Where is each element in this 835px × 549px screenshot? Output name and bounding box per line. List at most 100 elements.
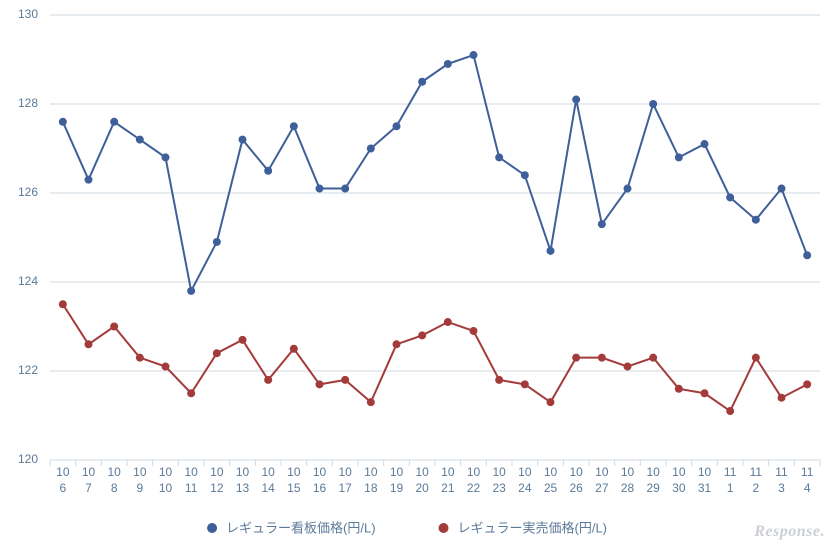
series-marker-0 (162, 153, 170, 161)
x-tick-label-top: 10 (236, 465, 250, 479)
series-marker-1 (598, 354, 606, 362)
x-tick-label-bottom: 3 (778, 481, 785, 495)
series-marker-0 (367, 145, 375, 153)
x-tick-label-bottom: 23 (492, 481, 506, 495)
series-marker-1 (316, 380, 324, 388)
x-tick-label-top: 10 (492, 465, 506, 479)
series-marker-1 (726, 407, 734, 415)
series-marker-1 (418, 331, 426, 339)
x-tick-label-bottom: 1 (727, 481, 734, 495)
x-tick-label-bottom: 20 (415, 481, 429, 495)
x-tick-label-top: 11 (724, 465, 737, 479)
x-tick-label-top: 11 (775, 465, 788, 479)
series-marker-0 (726, 193, 734, 201)
series-marker-1 (367, 398, 375, 406)
legend-marker (207, 523, 217, 533)
legend-marker (439, 523, 449, 533)
series-marker-0 (110, 118, 118, 126)
x-tick-label-bottom: 27 (595, 481, 609, 495)
x-tick-label-bottom: 6 (59, 481, 66, 495)
series-marker-1 (393, 340, 401, 348)
x-tick-label-bottom: 19 (390, 481, 404, 495)
series-marker-1 (572, 354, 580, 362)
x-tick-label-top: 10 (672, 465, 686, 479)
series-marker-0 (444, 60, 452, 68)
watermark: Response. (754, 523, 825, 541)
x-tick-label-top: 10 (82, 465, 96, 479)
x-tick-label-top: 10 (415, 465, 429, 479)
x-tick-label-top: 10 (441, 465, 455, 479)
series-marker-1 (187, 389, 195, 397)
y-tick-label: 130 (18, 7, 38, 21)
series-marker-1 (239, 336, 247, 344)
x-tick-label-top: 10 (390, 465, 404, 479)
series-marker-0 (239, 136, 247, 144)
series-marker-1 (624, 363, 632, 371)
x-tick-label-top: 10 (518, 465, 532, 479)
x-tick-label-top: 10 (56, 465, 70, 479)
series-marker-0 (495, 153, 503, 161)
x-tick-label-bottom: 26 (569, 481, 583, 495)
x-tick-label-top: 10 (595, 465, 609, 479)
x-tick-label-bottom: 22 (467, 481, 481, 495)
series-marker-0 (187, 287, 195, 295)
series-marker-1 (136, 354, 144, 362)
x-tick-label-bottom: 21 (441, 481, 455, 495)
y-tick-label: 126 (18, 185, 38, 199)
x-tick-label-top: 10 (159, 465, 173, 479)
series-marker-1 (213, 349, 221, 357)
y-tick-label: 122 (18, 363, 38, 377)
x-tick-label-top: 11 (750, 465, 763, 479)
x-tick-label-bottom: 24 (518, 481, 532, 495)
x-tick-label-top: 11 (801, 465, 814, 479)
series-line-1 (63, 304, 807, 411)
x-tick-label-top: 10 (621, 465, 635, 479)
x-tick-label-bottom: 18 (364, 481, 378, 495)
x-tick-label-top: 10 (338, 465, 352, 479)
legend-label: レギュラー看板価格(円/L) (226, 520, 376, 535)
series-marker-1 (649, 354, 657, 362)
x-tick-label-top: 10 (698, 465, 712, 479)
x-tick-label-bottom: 2 (752, 481, 759, 495)
series-marker-0 (316, 185, 324, 193)
line-chart: 1201221241261281301061071081091010101110… (0, 0, 835, 549)
series-marker-0 (803, 251, 811, 259)
series-marker-0 (521, 171, 529, 179)
series-marker-0 (264, 167, 272, 175)
x-tick-label-bottom: 16 (313, 481, 327, 495)
series-marker-0 (752, 216, 760, 224)
x-tick-label-top: 10 (261, 465, 275, 479)
chart-container: 1201221241261281301061071081091010101110… (0, 0, 835, 549)
series-marker-0 (341, 185, 349, 193)
x-tick-label-bottom: 17 (338, 481, 352, 495)
series-marker-0 (649, 100, 657, 108)
x-tick-label-bottom: 29 (646, 481, 660, 495)
x-tick-label-top: 10 (287, 465, 301, 479)
series-marker-0 (598, 220, 606, 228)
series-marker-0 (624, 185, 632, 193)
series-marker-0 (675, 153, 683, 161)
x-tick-label-top: 10 (569, 465, 583, 479)
series-marker-0 (778, 185, 786, 193)
series-marker-1 (85, 340, 93, 348)
series-marker-1 (264, 376, 272, 384)
x-tick-label-bottom: 13 (236, 481, 250, 495)
x-tick-label-top: 10 (184, 465, 198, 479)
x-tick-label-bottom: 4 (804, 481, 811, 495)
y-tick-label: 120 (18, 452, 38, 466)
series-marker-0 (85, 176, 93, 184)
x-tick-label-bottom: 28 (621, 481, 635, 495)
series-marker-1 (495, 376, 503, 384)
x-tick-label-bottom: 9 (136, 481, 143, 495)
x-tick-label-bottom: 12 (210, 481, 224, 495)
series-marker-1 (675, 385, 683, 393)
series-marker-1 (470, 327, 478, 335)
x-tick-label-top: 10 (133, 465, 147, 479)
series-marker-1 (110, 323, 118, 331)
series-marker-1 (290, 345, 298, 353)
series-marker-0 (290, 122, 298, 130)
x-tick-label-bottom: 25 (544, 481, 558, 495)
x-tick-label-bottom: 10 (159, 481, 173, 495)
series-marker-1 (778, 394, 786, 402)
series-marker-0 (701, 140, 709, 148)
